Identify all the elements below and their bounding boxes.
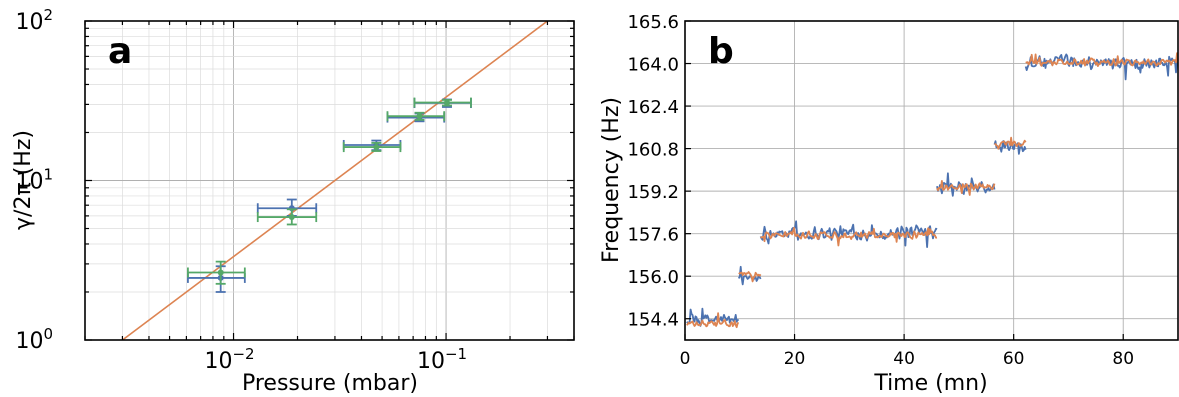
panel-a-plot-area (121, 21, 548, 340)
series-1 (686, 52, 1178, 329)
y-tick-label: 162.4 (627, 97, 679, 118)
series-1 (187, 97, 472, 285)
data-point (288, 214, 295, 221)
panel-b-xlabel: Time (mn) (873, 371, 987, 396)
series-0 (686, 53, 1178, 327)
data-point (217, 269, 224, 276)
series-1-segment-2 (760, 226, 938, 247)
x-tick-label: 40 (893, 349, 915, 369)
chart-panel-b: 0 20 40 60 80 154.4 156.0 157.6 159.2 160.8 162.4 1… (599, 12, 1179, 396)
panel-a-grid (84, 20, 575, 341)
data-point (416, 113, 423, 120)
data-point (443, 99, 450, 106)
y-tick-label: 156.0 (627, 267, 679, 288)
series-0-segment-0 (686, 307, 739, 327)
series-0-segment-2 (759, 220, 938, 249)
series-0 (187, 98, 472, 293)
series-1-segment-4 (994, 136, 1027, 150)
series-1-segment-0 (686, 312, 739, 329)
x-tick-label: 60 (1003, 349, 1025, 369)
panel-b-plot-area (686, 52, 1178, 329)
panel-b-letter: b (708, 31, 734, 72)
panel-a-letter: a (108, 31, 132, 72)
y-tick-label: 165.6 (627, 12, 679, 33)
series-1-segment-5 (1025, 52, 1178, 67)
series-0-segment-1 (737, 265, 762, 286)
x-tick-label: 10−1 (417, 345, 467, 374)
y-tick-label: 154.4 (627, 310, 679, 331)
panel-a-ticks: 10−2 10−1 100 101 102 (15, 6, 575, 374)
panel-b-ticks: 0 20 40 60 80 154.4 156.0 157.6 159.2 160.8 162.4 1… (627, 12, 1134, 369)
x-tick-label: 0 (680, 349, 691, 369)
y-tick-label: 160.8 (627, 140, 679, 161)
fit-line (121, 21, 548, 340)
series-0-segment-5 (1024, 53, 1178, 81)
data-point (373, 144, 380, 151)
y-tick-label: 157.6 (627, 225, 679, 246)
y-tick-label: 101 (15, 166, 53, 195)
y-tick-label: 100 (15, 325, 53, 354)
panel-b-grid (684, 20, 1178, 340)
panel-a-ylabel: γ/2π (Hz) (11, 130, 36, 230)
x-tick-label: 80 (1112, 349, 1134, 369)
y-tick-label: 164.0 (627, 55, 679, 76)
series-1-segment-3 (936, 179, 996, 196)
chart-panel-a: 10−2 10−1 100 101 102 a Pressure (mbar) γ/2π… (11, 6, 575, 396)
x-tick-label: 10−2 (204, 345, 254, 374)
y-tick-label: 102 (15, 6, 53, 35)
panel-b-ylabel: Frequency (Hz) (599, 97, 624, 263)
y-tick-label: 159.2 (627, 182, 679, 203)
x-tick-label: 20 (784, 349, 806, 369)
series-1-segment-1 (738, 271, 762, 283)
panel-a-xlabel: Pressure (mbar) (242, 371, 418, 396)
panel-b-frame (684, 20, 1179, 341)
